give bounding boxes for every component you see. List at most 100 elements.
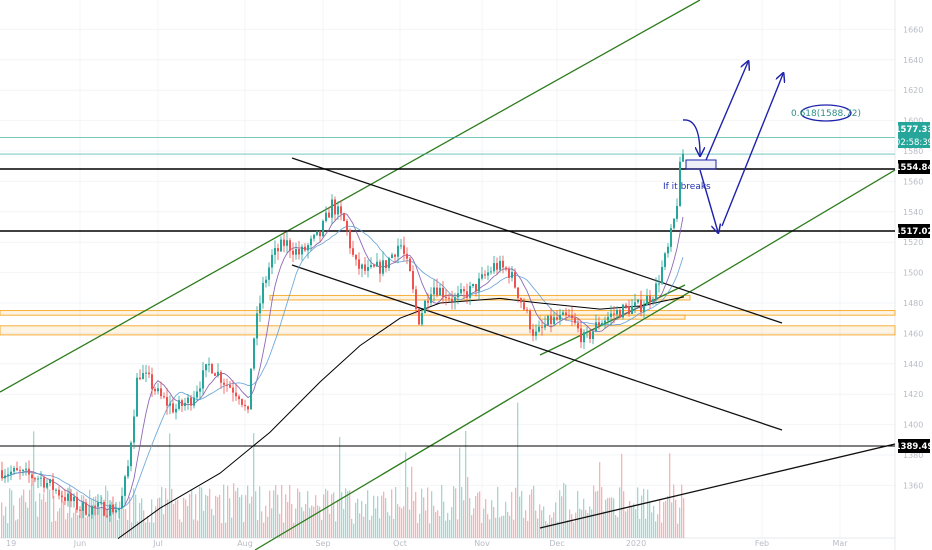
- candle-body: [61, 495, 63, 498]
- candle-body: [235, 392, 237, 397]
- candle-body: [226, 384, 228, 386]
- candle-body: [484, 274, 486, 276]
- candle-body: [271, 254, 273, 268]
- candle-body: [268, 267, 270, 280]
- volume-bar: [417, 522, 419, 538]
- volume-bar: [577, 490, 579, 538]
- volume-bar: [531, 489, 533, 538]
- volume-bar: [209, 488, 211, 538]
- candle-body: [496, 263, 498, 270]
- volume-bar: [617, 517, 619, 538]
- volume-bars: [1, 402, 685, 538]
- volume-bar: [45, 501, 47, 538]
- candle-body: [253, 338, 255, 369]
- volume-bar: [295, 508, 297, 538]
- volume-bar: [545, 520, 547, 538]
- candle-body: [517, 287, 519, 299]
- volume-bar: [677, 523, 679, 538]
- time-axis-tick: Sep: [315, 539, 330, 548]
- candle-body: [658, 283, 660, 285]
- volume-bar: [1, 502, 3, 538]
- volume-bar: [479, 491, 481, 538]
- volume-bar: [63, 501, 65, 538]
- candle-body: [421, 313, 423, 325]
- volume-bar: [101, 496, 103, 538]
- price-axis-tick: 1560: [903, 177, 923, 186]
- trend-line: [539, 443, 896, 529]
- volume-bar: [95, 496, 97, 538]
- volume-bar: [235, 491, 237, 538]
- candle-body: [490, 271, 492, 273]
- volume-bar: [109, 509, 111, 538]
- volume-bar: [327, 490, 329, 538]
- volume-bar: [83, 495, 85, 538]
- candle-body: [394, 254, 396, 257]
- candle-body: [313, 234, 315, 239]
- candle-body: [448, 297, 450, 299]
- volume-bar: [457, 519, 459, 538]
- volume-bar: [345, 488, 347, 538]
- volume-bar: [501, 515, 503, 538]
- ma-mid-line: [1, 225, 684, 509]
- candle-body: [157, 388, 159, 392]
- volume-bar: [213, 515, 215, 538]
- volume-bar: [167, 499, 169, 538]
- volume-bar: [613, 498, 615, 538]
- volume-bar: [671, 502, 673, 538]
- candle-body: [130, 442, 132, 467]
- volume-bar: [221, 523, 223, 538]
- volume-bar: [547, 523, 549, 538]
- candle-body: [88, 514, 90, 516]
- time-axis-tick: Nov: [474, 539, 490, 548]
- candle-body: [580, 328, 582, 343]
- volume-bar: [305, 504, 307, 538]
- price-axis[interactable]: 1360 1380 1400 1420 1440 1460 1480 1500 1520 1540…: [903, 25, 923, 490]
- time-axis[interactable]: 19 Jun Jul Aug Sep Oct Nov Dec 2020 Feb Mar: [6, 539, 848, 548]
- candle-body: [58, 489, 60, 496]
- volume-bar: [151, 499, 153, 538]
- candle-body: [430, 294, 432, 303]
- candle-body: [616, 309, 618, 315]
- candle-body: [667, 246, 669, 254]
- volume-bar: [633, 503, 635, 538]
- candle-body: [439, 287, 441, 296]
- price-axis-tick: 1400: [903, 421, 923, 430]
- candle-body: [184, 402, 186, 406]
- candle-body: [676, 205, 678, 219]
- candle-body: [238, 396, 240, 400]
- candle-body: [382, 260, 384, 274]
- volume-bar: [129, 496, 131, 538]
- volume-bar: [575, 512, 577, 538]
- volume-bar: [569, 509, 571, 538]
- candle-body: [664, 253, 666, 267]
- volume-bar: [249, 503, 251, 538]
- volume-bar: [509, 515, 511, 538]
- volume-bar: [441, 484, 443, 538]
- candle-body: [397, 245, 399, 257]
- volume-bar: [383, 491, 385, 538]
- volume-bar: [565, 484, 567, 538]
- volume-bar: [257, 520, 259, 538]
- volume-bar: [59, 508, 61, 538]
- volume-bar: [525, 510, 527, 538]
- volume-bar: [381, 495, 383, 538]
- volume-bar: [423, 497, 425, 538]
- volume-bar: [187, 505, 189, 538]
- volume-bar: [637, 487, 639, 538]
- volume-bar: [243, 522, 245, 538]
- volume-bar: [349, 490, 351, 538]
- volume-bar: [13, 505, 15, 538]
- candle-body: [403, 245, 405, 254]
- volume-bar: [529, 494, 531, 538]
- volume-bar: [43, 493, 45, 538]
- candle-body: [469, 286, 471, 298]
- candle-body: [553, 317, 555, 325]
- candle-body: [283, 239, 285, 246]
- candle-body: [82, 502, 84, 511]
- volume-bar: [593, 485, 595, 538]
- volume-bar: [663, 502, 665, 538]
- candle-body: [310, 238, 312, 246]
- candle-body: [97, 502, 99, 507]
